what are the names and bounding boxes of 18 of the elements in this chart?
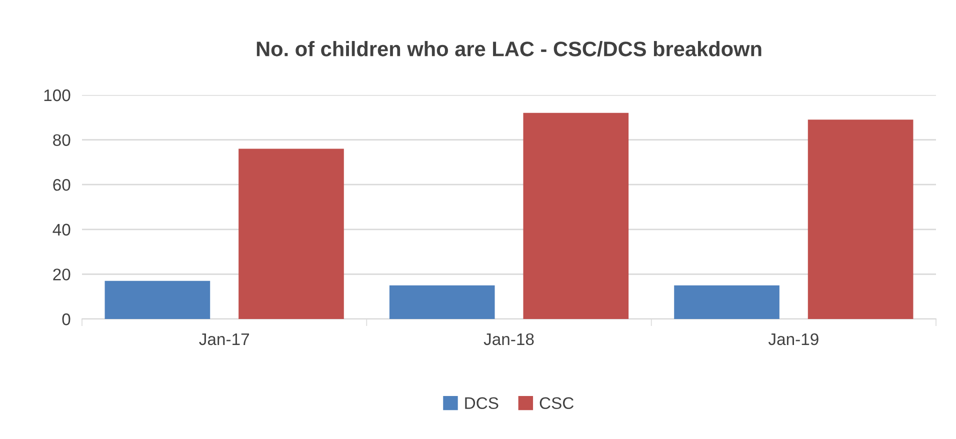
x-tick-label: Jan-19 xyxy=(768,333,818,346)
bar xyxy=(808,120,914,319)
bar xyxy=(674,285,780,319)
x-tick-label: Jan-18 xyxy=(484,333,534,346)
legend-label: CSC xyxy=(540,397,574,410)
y-tick-label: 0 xyxy=(62,313,70,326)
y-tick-label: 20 xyxy=(53,268,70,280)
chart-title: No. of children who are LAC - CSC/DCS breakdown xyxy=(256,41,762,57)
y-tick-label: 60 xyxy=(53,179,70,191)
bar xyxy=(238,148,344,319)
bar xyxy=(104,280,210,319)
bar xyxy=(523,112,629,319)
legend-label: DCS xyxy=(465,397,498,410)
bar xyxy=(389,285,495,319)
y-tick-label: 80 xyxy=(53,134,70,146)
x-tick-label: Jan-17 xyxy=(199,334,249,346)
y-tick-label: 100 xyxy=(44,89,70,102)
y-tick-label: 40 xyxy=(52,224,70,236)
